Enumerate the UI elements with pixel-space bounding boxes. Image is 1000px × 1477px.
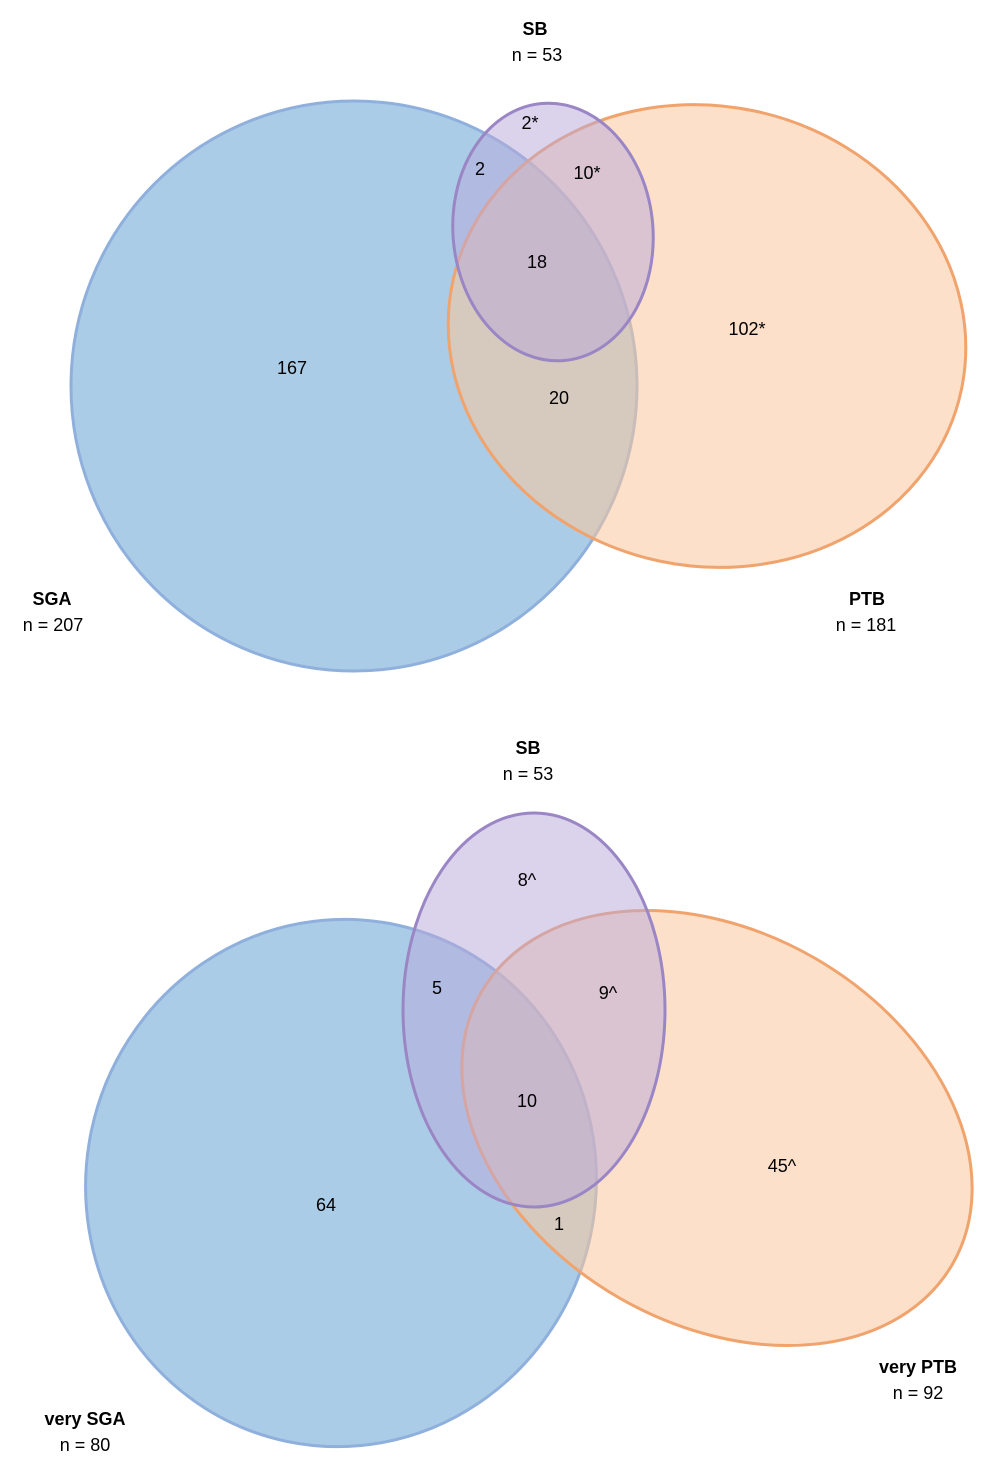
region-label: 9^	[599, 983, 618, 1003]
region-label: 45^	[768, 1156, 797, 1176]
set-name: SB	[522, 19, 547, 39]
set-name: SGA	[32, 589, 71, 609]
set-circle	[401, 811, 667, 1209]
set-count: n = 92	[893, 1383, 944, 1403]
venn-diagram: SB n = 53 very SGA n = 80 very PTB n = 9…	[44, 738, 974, 1455]
set-name: very SGA	[44, 1409, 125, 1429]
set-count: n = 181	[836, 615, 897, 635]
region-label: 2*	[521, 113, 538, 133]
region-label: 2	[475, 159, 485, 179]
region-label: 1	[554, 1214, 564, 1234]
set-name: SB	[515, 738, 540, 758]
region-label: 20	[549, 388, 569, 408]
set-count: n = 80	[60, 1435, 111, 1455]
region-label: 167	[277, 358, 307, 378]
set-count: n = 53	[503, 764, 554, 784]
venn-diagram: SB n = 53 SGA n = 207 PTB n = 181 2* 2 1…	[23, 19, 968, 673]
set-name: very PTB	[879, 1357, 957, 1377]
region-label: 10*	[573, 163, 600, 183]
region-label: 64	[316, 1195, 336, 1215]
set-count: n = 207	[23, 615, 84, 635]
region-label: 8^	[518, 870, 537, 890]
set-circle	[451, 101, 655, 363]
region-label: 10	[517, 1091, 537, 1111]
region-label: 5	[432, 978, 442, 998]
set-name: PTB	[849, 589, 885, 609]
region-label: 18	[527, 252, 547, 272]
region-label: 102*	[728, 319, 765, 339]
set-count: n = 53	[512, 45, 563, 65]
